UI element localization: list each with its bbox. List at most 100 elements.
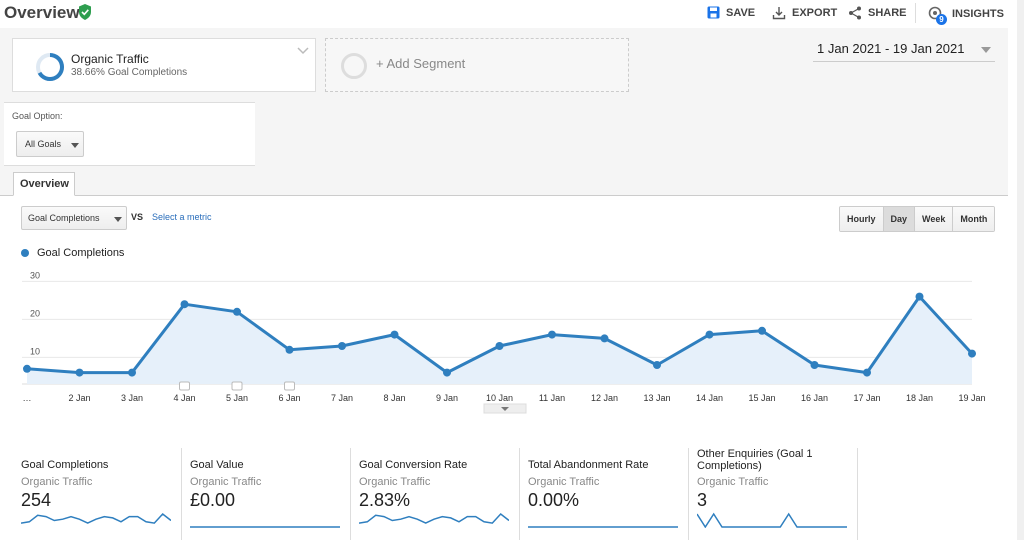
- scorecard-value: 2.83%: [359, 490, 411, 510]
- toolbar-divider: [915, 3, 916, 23]
- y-tick-label: 20: [30, 308, 40, 318]
- data-point: [233, 307, 241, 316]
- x-tick-label: 12 Jan: [591, 393, 618, 403]
- x-tick-label: 10 Jan: [486, 393, 513, 403]
- scorecard-value: £0.00: [190, 490, 236, 510]
- scorecard-sparkline: [21, 512, 171, 524]
- scorecard-segment: Organic Traffic: [528, 476, 600, 488]
- segment-card-organic-traffic[interactable]: Organic Traffic 38.66% Goal Completions: [12, 38, 316, 92]
- scorecard-goal-completions[interactable]: Goal Completions Organic Traffic 254: [14, 448, 182, 540]
- insights-button[interactable]: 9 INSIGHTS: [928, 6, 1004, 25]
- date-range-picker[interactable]: 1 Jan 2021 - 19 Jan 2021: [813, 38, 995, 62]
- empty-segment-ring-icon: [341, 53, 367, 79]
- sparkline-path: [697, 512, 847, 528]
- data-point: [180, 300, 189, 309]
- export-button[interactable]: EXPORT: [772, 6, 837, 20]
- sparkline-path: [21, 512, 171, 524]
- granularity-hourly-button[interactable]: Hourly: [840, 207, 884, 231]
- share-button[interactable]: SHARE: [848, 6, 907, 20]
- scorecard-segment: Organic Traffic: [697, 476, 769, 488]
- segment-subtitle: 38.66% Goal Completions: [71, 67, 188, 78]
- scorecard-segment: Organic Traffic: [190, 476, 262, 488]
- chevron-down-icon[interactable]: [297, 47, 309, 55]
- x-tick-label: 2 Jan: [68, 393, 90, 403]
- scorecard-value: 254: [21, 490, 52, 510]
- caret-down-icon: [114, 217, 122, 222]
- legend-series-name: Goal Completions: [37, 247, 125, 259]
- verified-shield-icon: [79, 4, 91, 20]
- page-scrollbar[interactable]: [1017, 0, 1024, 540]
- save-label: SAVE: [726, 6, 756, 19]
- caret-down-icon: [71, 143, 79, 148]
- page-title: Overview: [4, 3, 80, 22]
- scorecard-name: Goal Completions: [21, 459, 109, 471]
- x-tick-label: 19 Jan: [958, 393, 985, 403]
- scorecard-sparkline: [359, 512, 509, 524]
- add-segment-label: + Add Segment: [376, 56, 466, 71]
- x-tick-label: 3 Jan: [121, 393, 143, 403]
- data-point: [23, 364, 31, 373]
- date-range-text: 1 Jan 2021 - 19 Jan 2021: [817, 41, 965, 56]
- x-tick-label: 15 Jan: [748, 393, 775, 403]
- x-tick-label: …: [23, 393, 32, 403]
- scorecard-total-abandonment-rate[interactable]: Total Abandonment Rate Organic Traffic 0…: [521, 448, 689, 540]
- scorecard-value: 3: [697, 490, 708, 510]
- data-point: [443, 368, 451, 377]
- scorecard-name: Total Abandonment Rate: [528, 459, 649, 471]
- x-tick-label: 17 Jan: [853, 393, 880, 403]
- export-label: EXPORT: [792, 7, 838, 19]
- select-a-metric-link[interactable]: Select a metric: [152, 212, 212, 222]
- tab-overview[interactable]: Overview: [13, 172, 75, 196]
- data-point: [653, 361, 661, 369]
- tab-overview-label: Overview: [20, 178, 69, 190]
- granularity-week-button[interactable]: Week: [915, 207, 954, 231]
- scorecard-goal-conversion-rate[interactable]: Goal Conversion Rate Organic Traffic 2.8…: [352, 448, 520, 540]
- scorecard-segment: Organic Traffic: [359, 476, 431, 488]
- data-point: [600, 334, 609, 343]
- data-point: [548, 330, 556, 339]
- vs-label: VS: [131, 212, 144, 222]
- save-button[interactable]: SAVE: [707, 6, 755, 19]
- annotation-marker: [284, 381, 295, 391]
- scorecard-sparkline: [528, 526, 678, 528]
- data-point: [810, 361, 819, 369]
- y-tick-label: 30: [30, 270, 40, 280]
- annotation-marker: [231, 381, 243, 391]
- data-point: [968, 349, 976, 358]
- goal-completions-chart: 10 20 30 … 2 Jan 3 Jan 4 Jan 5 Jan 6 Jan 7 Jan 8 J…: [22, 270, 986, 414]
- caret-down-icon: [981, 47, 991, 53]
- tab-divider: [0, 195, 1008, 196]
- scorecard-other-enquiries[interactable]: Other Enquiries (Goal 1 Completions) Org…: [690, 448, 858, 540]
- caret-down-icon: [501, 407, 509, 411]
- share-label: SHARE: [868, 7, 907, 19]
- scorecard-sparkline: [697, 512, 847, 528]
- data-point: [915, 292, 924, 301]
- scorecards: Goal Completions Organic Traffic 254 Goa…: [14, 448, 859, 540]
- goal-option-panel: Goal Option: All Goals: [4, 102, 255, 166]
- metric-select[interactable]: Goal Completions: [21, 206, 127, 230]
- legend-dot: [21, 249, 29, 257]
- scorecard-name: Other Enquiries (Goal 1 Completions): [697, 448, 813, 472]
- scorecard-name: Goal Conversion Rate: [359, 459, 468, 471]
- scorecard-value: 0.00%: [528, 490, 580, 510]
- data-point: [338, 342, 346, 350]
- x-tick-label: 9 Jan: [436, 393, 458, 403]
- granularity-day-button[interactable]: Day: [883, 207, 916, 231]
- x-tick-label: 4 Jan: [173, 393, 195, 403]
- segment-name: Organic Traffic: [71, 52, 149, 66]
- insights-icon: 9: [928, 6, 947, 25]
- segment-ring-icon: [36, 53, 64, 81]
- x-tick-label: 7 Jan: [331, 393, 353, 403]
- granularity-month-button[interactable]: Month: [953, 207, 995, 231]
- scorecard-name: Goal Value: [190, 459, 244, 471]
- scorecard-goal-value[interactable]: Goal Value Organic Traffic £0.00: [183, 448, 351, 540]
- chart-legend: Goal Completions: [21, 247, 124, 259]
- data-point: [705, 330, 714, 339]
- x-tick-label: 13 Jan: [643, 393, 670, 403]
- goal-option-select[interactable]: All Goals: [16, 131, 84, 157]
- data-point: [285, 345, 294, 354]
- save-icon: [707, 6, 720, 19]
- x-tick-label: 5 Jan: [226, 393, 248, 403]
- granularity-toggle: Hourly Day Week Month: [839, 206, 996, 232]
- add-segment-button[interactable]: + Add Segment: [325, 38, 629, 92]
